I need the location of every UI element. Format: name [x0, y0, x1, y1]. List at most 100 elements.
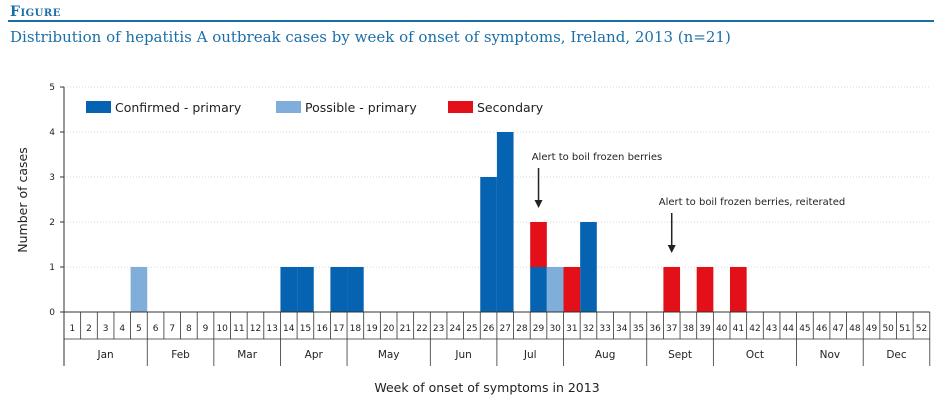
week-tick-label: 48 — [849, 324, 861, 334]
month-label: Aug — [595, 349, 616, 361]
week-tick-label: 44 — [783, 324, 795, 334]
week-tick-label: 13 — [266, 324, 277, 334]
bar-secondary-week-37 — [663, 267, 681, 312]
week-tick-label: 39 — [699, 324, 711, 334]
week-tick-label: 14 — [283, 324, 295, 334]
bar-confirmed-primary-week-29 — [530, 267, 547, 312]
x-ticks: 1 2 3 4 5 6 7 8 9 10 11 12 13 14 15 16 17 18 19 20 21 22 23 24 2… — [64, 312, 931, 340]
month-label: Sept — [668, 349, 692, 361]
legend-swatch — [448, 101, 473, 113]
annotation-arrowhead — [534, 200, 543, 208]
week-tick-label: 17 — [333, 324, 344, 334]
title-rule — [8, 20, 934, 22]
y-tick-label: 2 — [49, 218, 55, 228]
week-tick-label: 25 — [466, 324, 477, 334]
bars — [130, 132, 747, 312]
annotation-arrowhead — [667, 245, 676, 253]
bar-secondary-week-31 — [563, 267, 581, 312]
week-tick-label: 28 — [516, 324, 528, 334]
week-tick-label: 35 — [633, 324, 644, 334]
week-tick-label: 5 — [136, 324, 142, 334]
week-tick-label: 46 — [816, 324, 828, 334]
bar-confirmed-primary-week-14 — [280, 267, 298, 312]
month-label: Nov — [820, 349, 841, 361]
week-tick-label: 16 — [316, 324, 328, 334]
week-tick-label: 2 — [86, 324, 92, 334]
annotation-text: Alert to boil frozen berries, reiterated — [659, 197, 845, 208]
legend-label: Confirmed - primary — [115, 100, 242, 115]
week-tick-label: 4 — [119, 324, 125, 334]
week-tick-label: 6 — [153, 324, 159, 334]
month-label: Jul — [523, 349, 537, 361]
week-tick-label: 12 — [250, 324, 261, 334]
week-tick-label: 9 — [203, 324, 209, 334]
week-tick-label: 41 — [733, 324, 744, 334]
bar-confirmed-primary-week-18 — [347, 267, 364, 312]
week-tick-label: 50 — [882, 324, 894, 334]
week-tick-label: 26 — [483, 324, 495, 334]
week-tick-label: 27 — [499, 324, 510, 334]
y-tick-label: 4 — [49, 128, 55, 138]
week-tick-label: 8 — [186, 324, 192, 334]
week-tick-label: 33 — [599, 324, 610, 334]
x-axis-label: Week of onset of symptoms in 2013 — [374, 380, 599, 395]
week-tick-label: 34 — [616, 324, 628, 334]
week-tick-label: 22 — [416, 324, 427, 334]
month-label: Feb — [171, 349, 190, 361]
month-labels: Jan Feb Mar Apr May Jun Jul Aug Sept Oct Nov Dec — [97, 339, 931, 366]
week-tick-label: 29 — [533, 324, 545, 334]
y-ticks: 0 1 2 3 4 5 — [49, 83, 64, 318]
annotations: Alert to boil frozen berries Alert to boi… — [532, 152, 845, 253]
week-tick-label: 23 — [433, 324, 444, 334]
legend-label: Secondary — [477, 100, 544, 115]
legend: Confirmed - primary Possible - primary Sec… — [86, 100, 544, 115]
week-tick-label: 49 — [866, 324, 878, 334]
week-tick-label: 21 — [400, 324, 411, 334]
bar-confirmed-primary-week-27 — [496, 132, 514, 312]
bar-possible-primary-week-30 — [546, 267, 564, 312]
bar-confirmed-primary-week-26 — [480, 177, 497, 312]
y-tick-label: 0 — [49, 308, 55, 318]
week-tick-label: 40 — [716, 324, 728, 334]
legend-swatch — [276, 101, 301, 113]
week-tick-label: 32 — [583, 324, 594, 334]
week-tick-label: 52 — [916, 324, 927, 334]
week-tick-label: 38 — [683, 324, 695, 334]
month-label: Dec — [886, 349, 907, 361]
week-tick-label: 3 — [103, 324, 109, 334]
week-tick-label: 36 — [649, 324, 661, 334]
week-tick-label: 42 — [749, 324, 760, 334]
month-label: Oct — [746, 349, 764, 361]
bar-confirmed-primary-week-17 — [330, 267, 348, 312]
month-label: Mar — [237, 349, 257, 361]
week-tick-label: 7 — [169, 324, 175, 334]
week-tick-label: 47 — [832, 324, 843, 334]
legend-label: Possible - primary — [305, 100, 417, 115]
figure-label: Figure — [10, 4, 61, 20]
month-label: May — [378, 349, 400, 361]
week-tick-label: 37 — [666, 324, 677, 334]
week-tick-label: 1 — [69, 324, 75, 334]
annotation-text: Alert to boil frozen berries — [532, 152, 663, 163]
legend-swatch — [86, 101, 111, 113]
y-tick-label: 1 — [49, 263, 55, 273]
month-label: Apr — [305, 349, 324, 361]
month-label: Jun — [454, 349, 471, 361]
bar-possible-primary-week-5 — [130, 267, 148, 312]
week-tick-label: 24 — [450, 324, 462, 334]
week-tick-label: 30 — [549, 324, 561, 334]
week-tick-label: 51 — [899, 324, 910, 334]
week-tick-label: 20 — [383, 324, 395, 334]
bar-secondary-week-29 — [530, 222, 547, 267]
week-tick-label: 45 — [799, 324, 810, 334]
week-tick-label: 31 — [566, 324, 577, 334]
week-tick-label: 43 — [766, 324, 777, 334]
bar-confirmed-primary-week-32 — [580, 222, 597, 312]
week-tick-label: 18 — [350, 324, 362, 334]
y-tick-label: 5 — [49, 83, 55, 93]
week-tick-label: 19 — [366, 324, 378, 334]
bar-secondary-week-41 — [730, 267, 747, 312]
y-tick-label: 3 — [49, 173, 55, 183]
week-tick-label: 11 — [233, 324, 244, 334]
